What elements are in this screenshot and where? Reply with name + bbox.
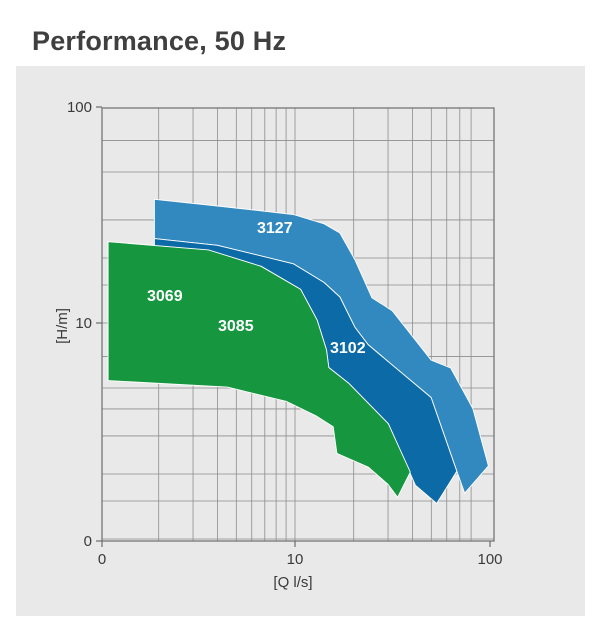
- area-3069: [107, 241, 411, 498]
- plot-frame: [101, 107, 495, 542]
- region-label-3085: 3085: [218, 318, 254, 335]
- y-tick-label: 100: [67, 99, 92, 116]
- y-tick-label: 10: [75, 315, 92, 332]
- y-tick-label: 0: [84, 533, 92, 550]
- x-tick-label: 10: [287, 551, 304, 568]
- x-axis-label: [Q l/s]: [273, 574, 312, 591]
- ticks: 0 10 100 0 10 100: [67, 99, 503, 568]
- chart-panel: 0 10 100 0 10 100 3127 3102 3069 3085 [Q l/s]…: [16, 66, 585, 616]
- x-tick-label: 100: [477, 551, 502, 568]
- region-label-3069: 3069: [147, 288, 183, 305]
- performance-chart: 0 10 100 0 10 100 3127 3102 3069 3085 [Q l/s]…: [54, 99, 503, 591]
- x-tick-label: 0: [98, 551, 106, 568]
- performance-areas: [107, 198, 489, 504]
- region-label-3102: 3102: [330, 340, 366, 357]
- page-title: Performance, 50 Hz: [32, 26, 287, 56]
- region-label-3127: 3127: [257, 220, 293, 237]
- y-axis-label: [H/m]: [54, 308, 71, 344]
